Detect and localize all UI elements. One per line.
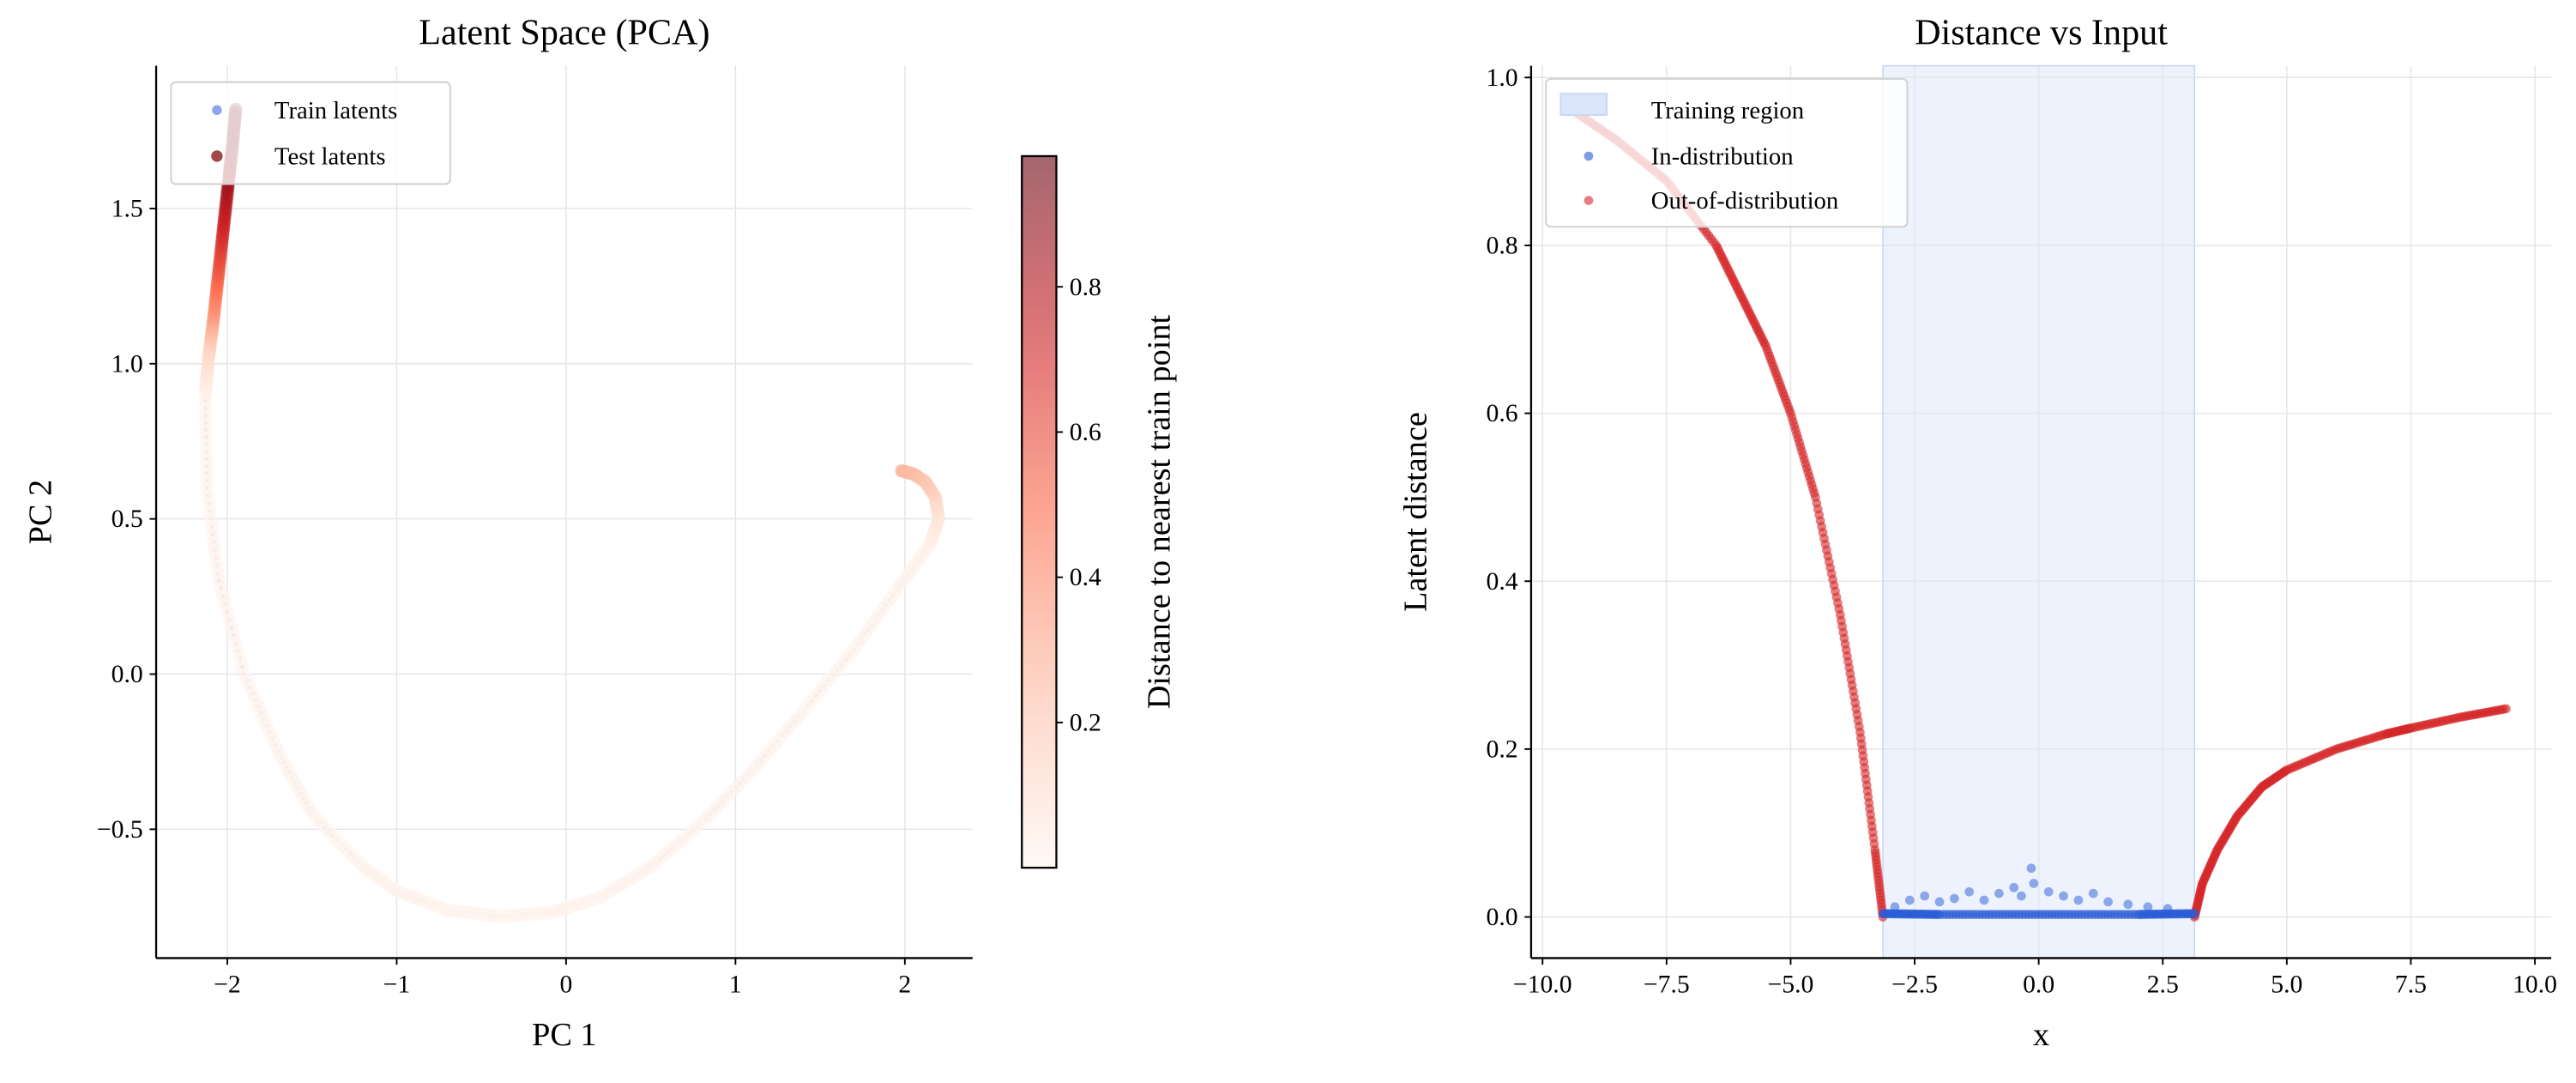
colorbar-tick-label: 0.6 [1070,419,1101,446]
train-latents-marker [212,105,222,116]
training-region [1882,64,2196,959]
x-tick-label: −2 [214,971,241,999]
y-tick-label: 1.0 [112,350,143,378]
colorbar-tick-label: 0.8 [1070,274,1101,301]
chart-title: Latent Space (PCA) [419,13,709,53]
x-tick-label: −10.0 [1513,971,1572,999]
in-dist-point [1904,895,1915,905]
y-tick-label: 1.5 [112,196,143,223]
in-dist-point [2073,895,2084,905]
y-tick-label: 0.5 [112,505,143,533]
x-tick-label: 0.0 [2023,971,2054,999]
latent-space-plot: −2 −1 0 1 2 −0.5 0.0 0.5 1.0 1.5 Latent Space (PCA… [22,13,973,1053]
y-axis-label: PC 2 [22,480,58,545]
in-dist-point [1890,902,1900,912]
y-tick-label: 1.0 [1487,64,1518,92]
x-tick-label: −1 [383,971,411,999]
in-dist-point [2143,902,2153,912]
x-tick-label: −7.5 [1644,971,1690,999]
legend-box [170,81,451,185]
y-tick-label: 0.8 [1487,233,1518,260]
test-latents-marker [211,150,223,162]
y-tick-label: 0.2 [1487,735,1518,763]
in-distribution-marker [1584,151,1594,161]
x-axis-label: x [2033,1017,2049,1053]
legend-label: Out-of-distribution [1651,187,1839,215]
x-tick-label: 1 [729,971,742,999]
colorbar-tick-label: 0.4 [1070,564,1101,591]
legend-label: Training region [1651,97,1804,124]
legend-box [1545,77,1909,228]
y-tick-label: 0.0 [112,661,143,688]
legend-label: Train latents [274,97,397,124]
in-dist-point [2017,891,2026,901]
in-dist-point [1964,886,1975,897]
legend: Training region In-distribution Out-of-dis… [1545,77,1909,228]
legend-label: In-distribution [1651,143,1794,171]
x-tick-label: −5.0 [1768,971,1814,999]
in-dist-point [1920,891,1929,901]
x-tick-label: 2 [898,971,911,999]
ood-point [2501,704,2511,714]
legend-label: Test latents [274,143,386,171]
in-dist-point [2123,899,2133,910]
y-tick-label: 0.4 [1487,568,1518,596]
out-of-distribution-marker [1584,196,1594,205]
in-dist-point [2059,891,2068,901]
chart-title: Distance vs Input [1915,13,2168,53]
colorbar-bar [1021,154,1058,869]
in-dist-point [2163,904,2173,914]
x-tick-label: 2.5 [2147,971,2179,999]
x-tick-label: 0 [559,971,572,999]
legend: Train latents Test latents [170,81,451,185]
x-tick-label: −2.5 [1891,971,1938,999]
in-dist-point [1979,895,1989,905]
in-dist-point [1994,888,2004,898]
in-dist-point [1934,897,1945,907]
x-tick-label: 5.0 [2271,971,2302,999]
in-dist-point [2026,863,2036,874]
in-dist-point [1949,893,1959,904]
colorbar: 0.2 0.4 0.6 0.8 Distance to nearest train po… [1021,154,1178,869]
colorbar-label: Distance to nearest train point [1142,314,1178,709]
x-axis-label: PC 1 [532,1017,597,1053]
in-dist-point [2189,909,2199,918]
in-dist-point [2043,886,2054,897]
x-tick-label: 7.5 [2395,971,2427,999]
colorbar-tick-label: 0.2 [1070,709,1101,736]
in-dist-point [2029,879,2039,888]
distance-vs-input-plot: −10.0 −7.5 −5.0 −2.5 0.0 2.5 5.0 7.5 10.0 0.0 0.2 0… [1397,13,2557,1053]
y-axis-label: Latent distance [1397,412,1433,612]
y-tick-label: 0.6 [1487,400,1518,427]
x-tick-label: 10.0 [2513,971,2557,999]
y-tick-label: −0.5 [97,816,143,844]
test-latent-point [895,463,908,478]
in-dist-point [2088,888,2098,898]
y-tick-label: 0.0 [1487,904,1518,931]
in-dist-point [2103,897,2113,907]
training-region-swatch [1559,93,1608,117]
in-dist-point [2009,882,2019,892]
